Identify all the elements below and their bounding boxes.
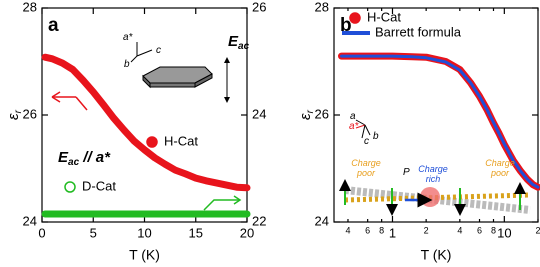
y-label-sub: r xyxy=(13,109,24,113)
x-tick-label: 2 xyxy=(535,225,540,235)
annotation: b xyxy=(373,131,379,142)
y-axis-label: εr xyxy=(297,109,316,120)
annotation-text: Charge xyxy=(351,158,381,168)
y-axis-label: εr xyxy=(5,109,24,120)
x-tick-label: 4 xyxy=(345,225,350,235)
annotation-line2: rich xyxy=(426,174,441,184)
annotation-text: a xyxy=(350,111,356,122)
annotation-line2: poor xyxy=(356,168,376,178)
y-label-main: ε xyxy=(5,113,22,120)
annotation-text: P xyxy=(403,167,410,178)
legend-swatch xyxy=(146,136,158,148)
annotation-sub: ac xyxy=(238,41,250,52)
annotation-text: Charge xyxy=(418,164,448,174)
y-tick-label: 24 xyxy=(315,213,329,228)
annotation-text: E xyxy=(58,149,69,166)
annotation: Eac xyxy=(228,33,250,52)
annotation-line2: poor xyxy=(490,168,510,178)
x-tick-label: 20 xyxy=(240,225,254,240)
y2-tick-label: 24 xyxy=(252,106,266,121)
x-tick-label: 2 xyxy=(424,225,429,235)
y-tick-label: 28 xyxy=(23,0,37,14)
annotation-text: E xyxy=(228,33,239,50)
x-tick-label: 15 xyxy=(189,225,203,240)
x-tick-label: 6 xyxy=(365,225,370,235)
annotation: a xyxy=(350,111,356,122)
annotation-text: a* xyxy=(349,121,360,132)
annotation-suffix: // a* xyxy=(79,149,111,166)
annotation: a* xyxy=(123,32,134,43)
legend-label: H-Cat xyxy=(367,9,401,24)
series-line xyxy=(340,54,540,189)
panel-label: a xyxy=(48,15,59,36)
plot-frame xyxy=(41,7,248,223)
annotation-text: c xyxy=(156,45,161,56)
annotation: Charge rich xyxy=(418,164,448,184)
x-tick-label: 8 xyxy=(491,225,496,235)
legend-swatch xyxy=(349,12,361,24)
x-tick-label: 4 xyxy=(457,225,462,235)
y2-tick-label: 26 xyxy=(252,0,266,14)
legend-label: D-Cat xyxy=(82,178,116,193)
x-axis-label: T (K) xyxy=(129,247,160,263)
annotation-text: b xyxy=(373,131,379,142)
y-label-main: ε xyxy=(297,113,314,120)
x-tick-label: 6 xyxy=(477,225,482,235)
legend-label: Barrett formula xyxy=(375,24,462,39)
annotation: Charge poor xyxy=(485,158,515,178)
series-line xyxy=(41,53,251,192)
legend-label: H-Cat xyxy=(164,133,198,148)
structure-inset xyxy=(339,119,531,216)
panel-label: b xyxy=(340,15,352,36)
y2-tick-label: 22 xyxy=(252,213,266,228)
x-tick-label: 0 xyxy=(38,225,45,240)
annotation: b xyxy=(124,59,130,70)
annotation-text: a* xyxy=(123,32,134,43)
x-tick-label: 8 xyxy=(379,225,384,235)
y-tick-label: 28 xyxy=(315,0,329,14)
legend-swatch xyxy=(64,181,76,193)
x-tick-label: 10 xyxy=(137,225,151,240)
x-tick-label: 5 xyxy=(90,225,97,240)
y-tick-label: 26 xyxy=(23,106,37,121)
x-axis-label: T (K) xyxy=(421,247,452,263)
crystal-inset xyxy=(51,42,242,211)
annotation: Charge poor xyxy=(351,158,381,178)
annotation-text: c xyxy=(364,136,369,147)
annotation: P xyxy=(403,167,410,178)
x-tick-label: 10 xyxy=(497,225,511,240)
y-tick-label: 26 xyxy=(315,106,329,121)
annotation-text: Charge xyxy=(485,158,515,168)
y-label-sub: r xyxy=(305,109,316,113)
x-tick-label: 1 xyxy=(389,225,396,240)
annotation: c xyxy=(364,136,369,147)
y-tick-label: 24 xyxy=(23,213,37,228)
annotation: a* xyxy=(349,121,360,132)
annotation: Eac // a* xyxy=(58,149,111,168)
annotation-text: b xyxy=(124,59,130,70)
annotation-sub: ac xyxy=(68,157,80,168)
annotation: c xyxy=(156,45,161,56)
